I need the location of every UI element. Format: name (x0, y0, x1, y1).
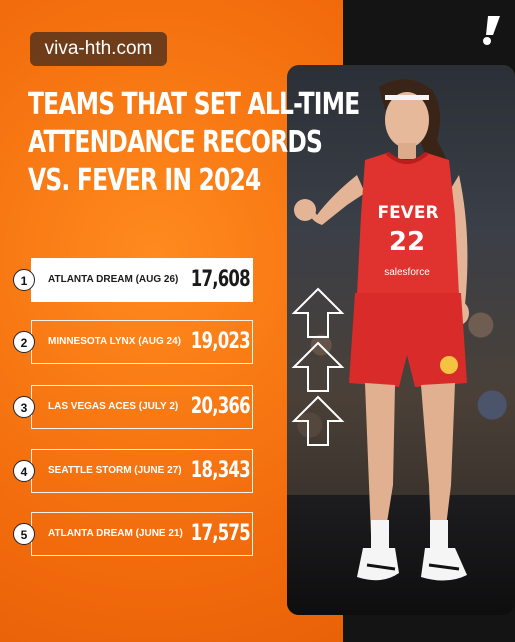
rank-badge: 2 (13, 331, 35, 353)
record-box (31, 258, 253, 302)
up-arrow-icon (291, 395, 345, 446)
record-label: SEATTLE STORM (JUNE 27) (48, 465, 182, 476)
watermark: viva-hth.com (30, 32, 167, 66)
record-row: 3 LAS VEGAS ACES (JULY 2) 20,366 (13, 385, 254, 429)
up-arrow-icon (291, 287, 345, 338)
title-line-1: TEAMS THAT SET ALL-TIME (28, 87, 360, 122)
record-label: ATLANTA DREAM (JUNE 21) (48, 528, 183, 539)
jersey-sponsor: salesforce (384, 267, 430, 278)
title-line-2: ATTENDANCE RECORDS (28, 125, 323, 160)
title-line-3: VS. FEVER IN 2024 (28, 163, 261, 198)
rank-badge: 5 (13, 523, 35, 545)
record-row: 1 ATLANTA DREAM (AUG 26) 17,608 (13, 258, 254, 302)
exclamation-logo-icon (483, 16, 500, 45)
attendance-value: 17,608 (190, 267, 251, 292)
up-arrows-graphic (291, 287, 345, 446)
record-label: ATLANTA DREAM (AUG 26) (48, 274, 179, 285)
record-row: 5 ATLANTA DREAM (JUNE 21) 17,575 (13, 512, 254, 556)
attendance-value: 17,575 (190, 521, 251, 546)
attendance-value: 18,343 (190, 458, 251, 483)
record-row: 4 SEATTLE STORM (JUNE 27) 18,343 (13, 449, 254, 493)
rank-badge: 1 (13, 269, 35, 291)
jersey-number: 22 (389, 227, 425, 257)
player-photo: FEVER 22 salesforce (287, 65, 515, 615)
attendance-value: 20,366 (190, 394, 251, 419)
rank-badge: 3 (13, 396, 35, 418)
jersey-team-text: FEVER (377, 203, 438, 223)
rank-badge: 4 (13, 460, 35, 482)
record-label: MINNESOTA LYNX (AUG 24) (48, 336, 181, 347)
page-title: TEAMS THAT SET ALL-TIME ATTENDANCE RECOR… (28, 86, 360, 200)
record-row: 2 MINNESOTA LYNX (AUG 24) 19,023 (13, 320, 254, 364)
record-label: LAS VEGAS ACES (JULY 2) (48, 401, 179, 412)
up-arrow-icon (291, 341, 345, 392)
attendance-value: 19,023 (190, 329, 251, 354)
court-floor (287, 495, 515, 615)
basketball-player-illustration: FEVER 22 salesforce (294, 79, 469, 581)
